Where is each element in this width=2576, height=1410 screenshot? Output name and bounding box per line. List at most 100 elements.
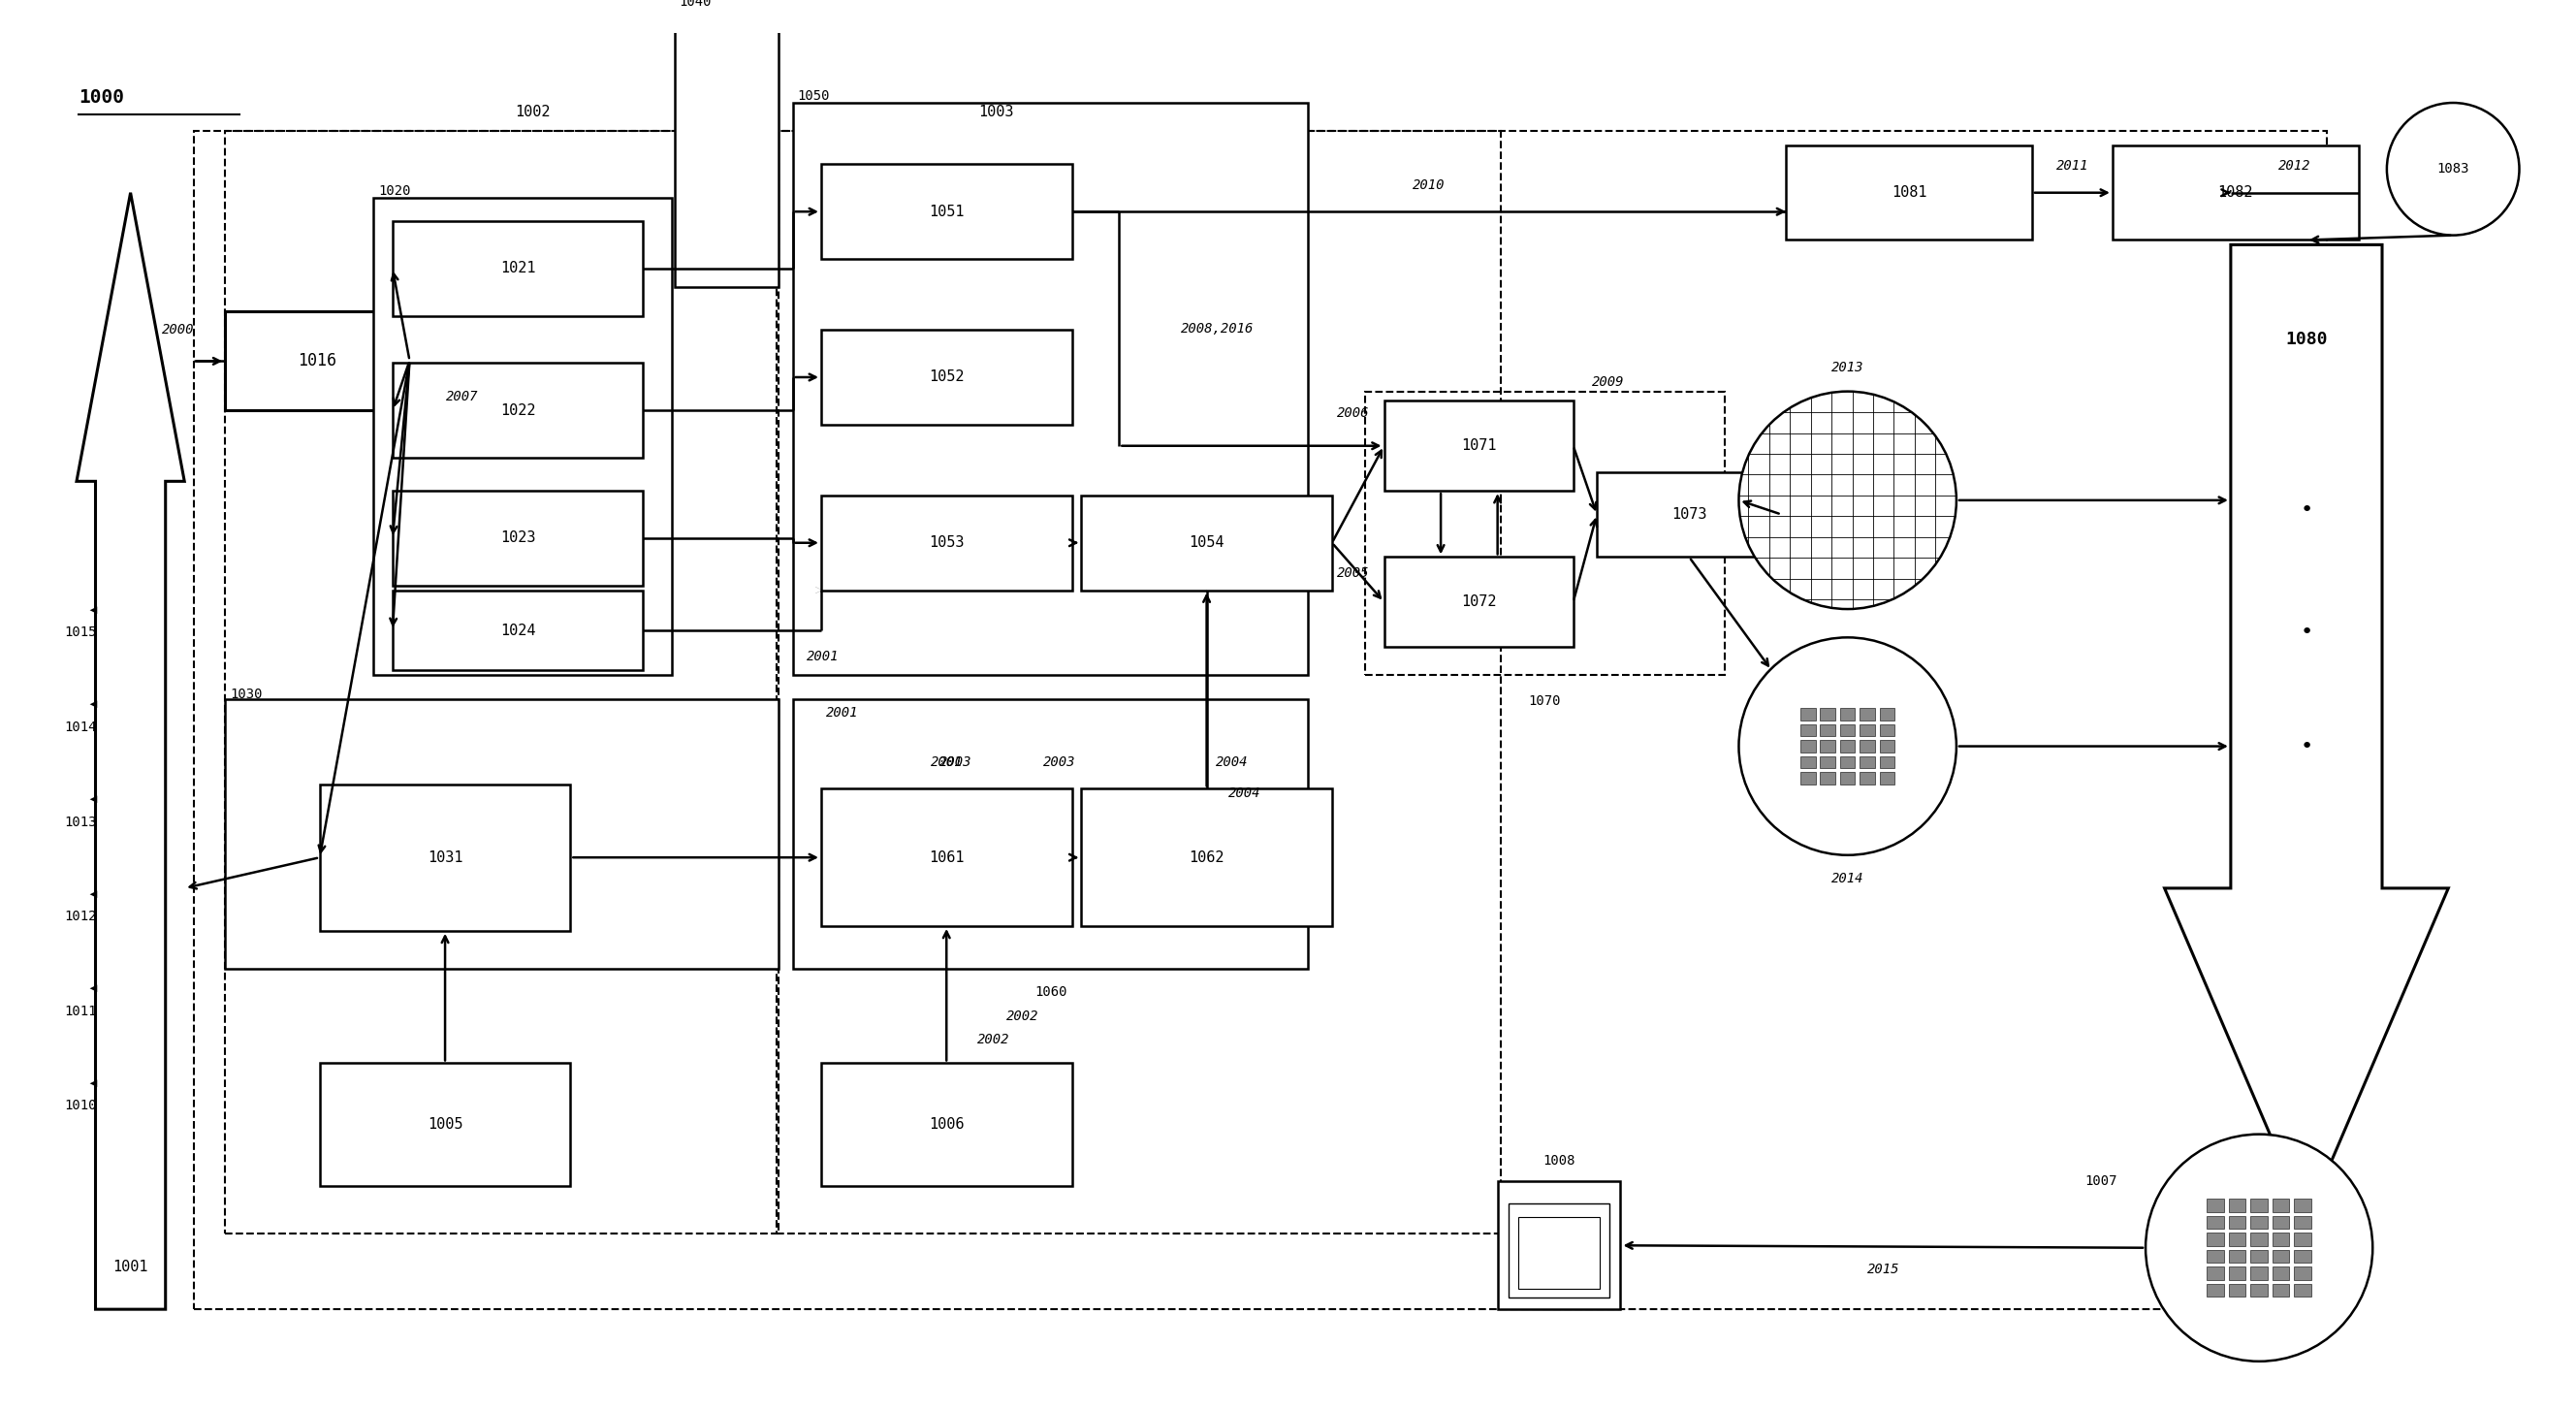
Bar [1082, 788, 1332, 926]
Circle shape [1739, 392, 1955, 609]
Bar [392, 362, 644, 458]
Bar [2295, 1266, 2311, 1280]
Bar [1860, 773, 1875, 784]
Text: 2013: 2013 [1832, 361, 1865, 375]
Text: 2005: 2005 [1337, 567, 1370, 581]
Bar [1839, 756, 1855, 768]
Text: 2015: 2015 [1868, 1262, 1899, 1276]
Text: •: • [2300, 501, 2313, 519]
Text: ▲: ▲ [88, 890, 98, 897]
Bar [2228, 1232, 2246, 1246]
Bar [2208, 1215, 2223, 1230]
Bar [2208, 1232, 2223, 1246]
Bar [2272, 1249, 2290, 1263]
Bar [822, 1063, 1072, 1186]
Text: 2001: 2001 [806, 650, 840, 663]
Bar [2295, 1283, 2311, 1297]
Text: ▲: ▲ [88, 605, 98, 613]
Text: 2014: 2014 [1832, 871, 1865, 885]
Bar [1839, 740, 1855, 753]
Text: •: • [2300, 736, 2313, 756]
Text: 1012: 1012 [64, 909, 98, 924]
Text: 2003: 2003 [1043, 756, 1077, 768]
Text: 1040: 1040 [680, 0, 711, 8]
Circle shape [2146, 1134, 2372, 1361]
Text: 2007: 2007 [446, 389, 479, 403]
Text: 1060: 1060 [1036, 986, 1066, 1000]
Bar [1839, 708, 1855, 721]
Circle shape [1739, 637, 1955, 854]
Text: 2008,2016: 2008,2016 [1180, 321, 1255, 336]
Text: 1054: 1054 [1190, 536, 1224, 550]
Text: 1008: 1008 [1543, 1153, 1577, 1167]
Text: 1030: 1030 [229, 688, 263, 701]
Text: 1082: 1082 [2218, 186, 2254, 200]
Bar [2272, 1232, 2290, 1246]
Text: 1010: 1010 [64, 1098, 98, 1112]
Polygon shape [77, 193, 185, 1310]
Bar [793, 699, 1309, 969]
Bar [775, 131, 1499, 1234]
Text: 1073: 1073 [1672, 508, 1708, 522]
Bar [374, 197, 672, 675]
Text: 1050: 1050 [799, 89, 829, 103]
Text: 1001: 1001 [113, 1259, 149, 1275]
Text: 2003: 2003 [940, 756, 971, 768]
Text: 1000: 1000 [77, 89, 124, 107]
Text: 1052: 1052 [930, 369, 963, 385]
Bar [319, 784, 569, 931]
Bar [2272, 1215, 2290, 1230]
Bar [1860, 708, 1875, 721]
Bar [1860, 723, 1875, 736]
Text: ▲: ▲ [88, 984, 98, 991]
Text: •: • [2300, 623, 2313, 643]
Bar [1880, 773, 1896, 784]
Text: 1062: 1062 [1190, 850, 1224, 864]
Bar [2208, 1283, 2223, 1297]
Text: 1031: 1031 [428, 850, 464, 864]
Polygon shape [2164, 245, 2447, 1220]
Text: ▲: ▲ [88, 699, 98, 708]
Bar [1383, 400, 1574, 491]
Bar [1785, 145, 2032, 240]
Text: 1015: 1015 [64, 626, 98, 640]
Bar [1880, 756, 1896, 768]
Bar [1839, 723, 1855, 736]
Text: 2004: 2004 [1229, 787, 1260, 801]
Bar [2272, 1198, 2290, 1211]
Bar [2251, 1232, 2267, 1246]
Bar [2295, 1215, 2311, 1230]
Bar [1082, 495, 1332, 591]
Text: 2002: 2002 [1005, 1010, 1038, 1022]
Text: 2001: 2001 [930, 756, 963, 768]
Bar [2251, 1283, 2267, 1297]
Text: 1005: 1005 [428, 1118, 464, 1132]
Text: ▲: ▲ [88, 1079, 98, 1086]
Text: 1081: 1081 [1891, 186, 1927, 200]
Bar [2228, 1215, 2246, 1230]
Circle shape [2388, 103, 2519, 235]
Bar [1510, 1203, 1610, 1299]
Text: 1002: 1002 [515, 104, 551, 120]
Text: 1022: 1022 [500, 403, 536, 417]
Bar [822, 330, 1072, 424]
Bar [1860, 756, 1875, 768]
Text: 1083: 1083 [2437, 162, 2470, 176]
Bar [1597, 472, 1783, 557]
Bar [2228, 1249, 2246, 1263]
Bar [2208, 1198, 2223, 1211]
Bar [392, 491, 644, 585]
Bar [1880, 723, 1896, 736]
Bar [1801, 723, 1816, 736]
Bar [2228, 1283, 2246, 1297]
Bar [2112, 145, 2360, 240]
Text: 1021: 1021 [500, 261, 536, 276]
Text: 2002: 2002 [976, 1032, 1010, 1046]
Bar [2208, 1266, 2223, 1280]
Text: 1007: 1007 [2084, 1175, 2117, 1189]
Bar [1801, 756, 1816, 768]
Bar [1365, 392, 1723, 675]
Text: 2009: 2009 [1592, 375, 1625, 389]
Bar [1801, 708, 1816, 721]
Bar [2295, 1198, 2311, 1211]
